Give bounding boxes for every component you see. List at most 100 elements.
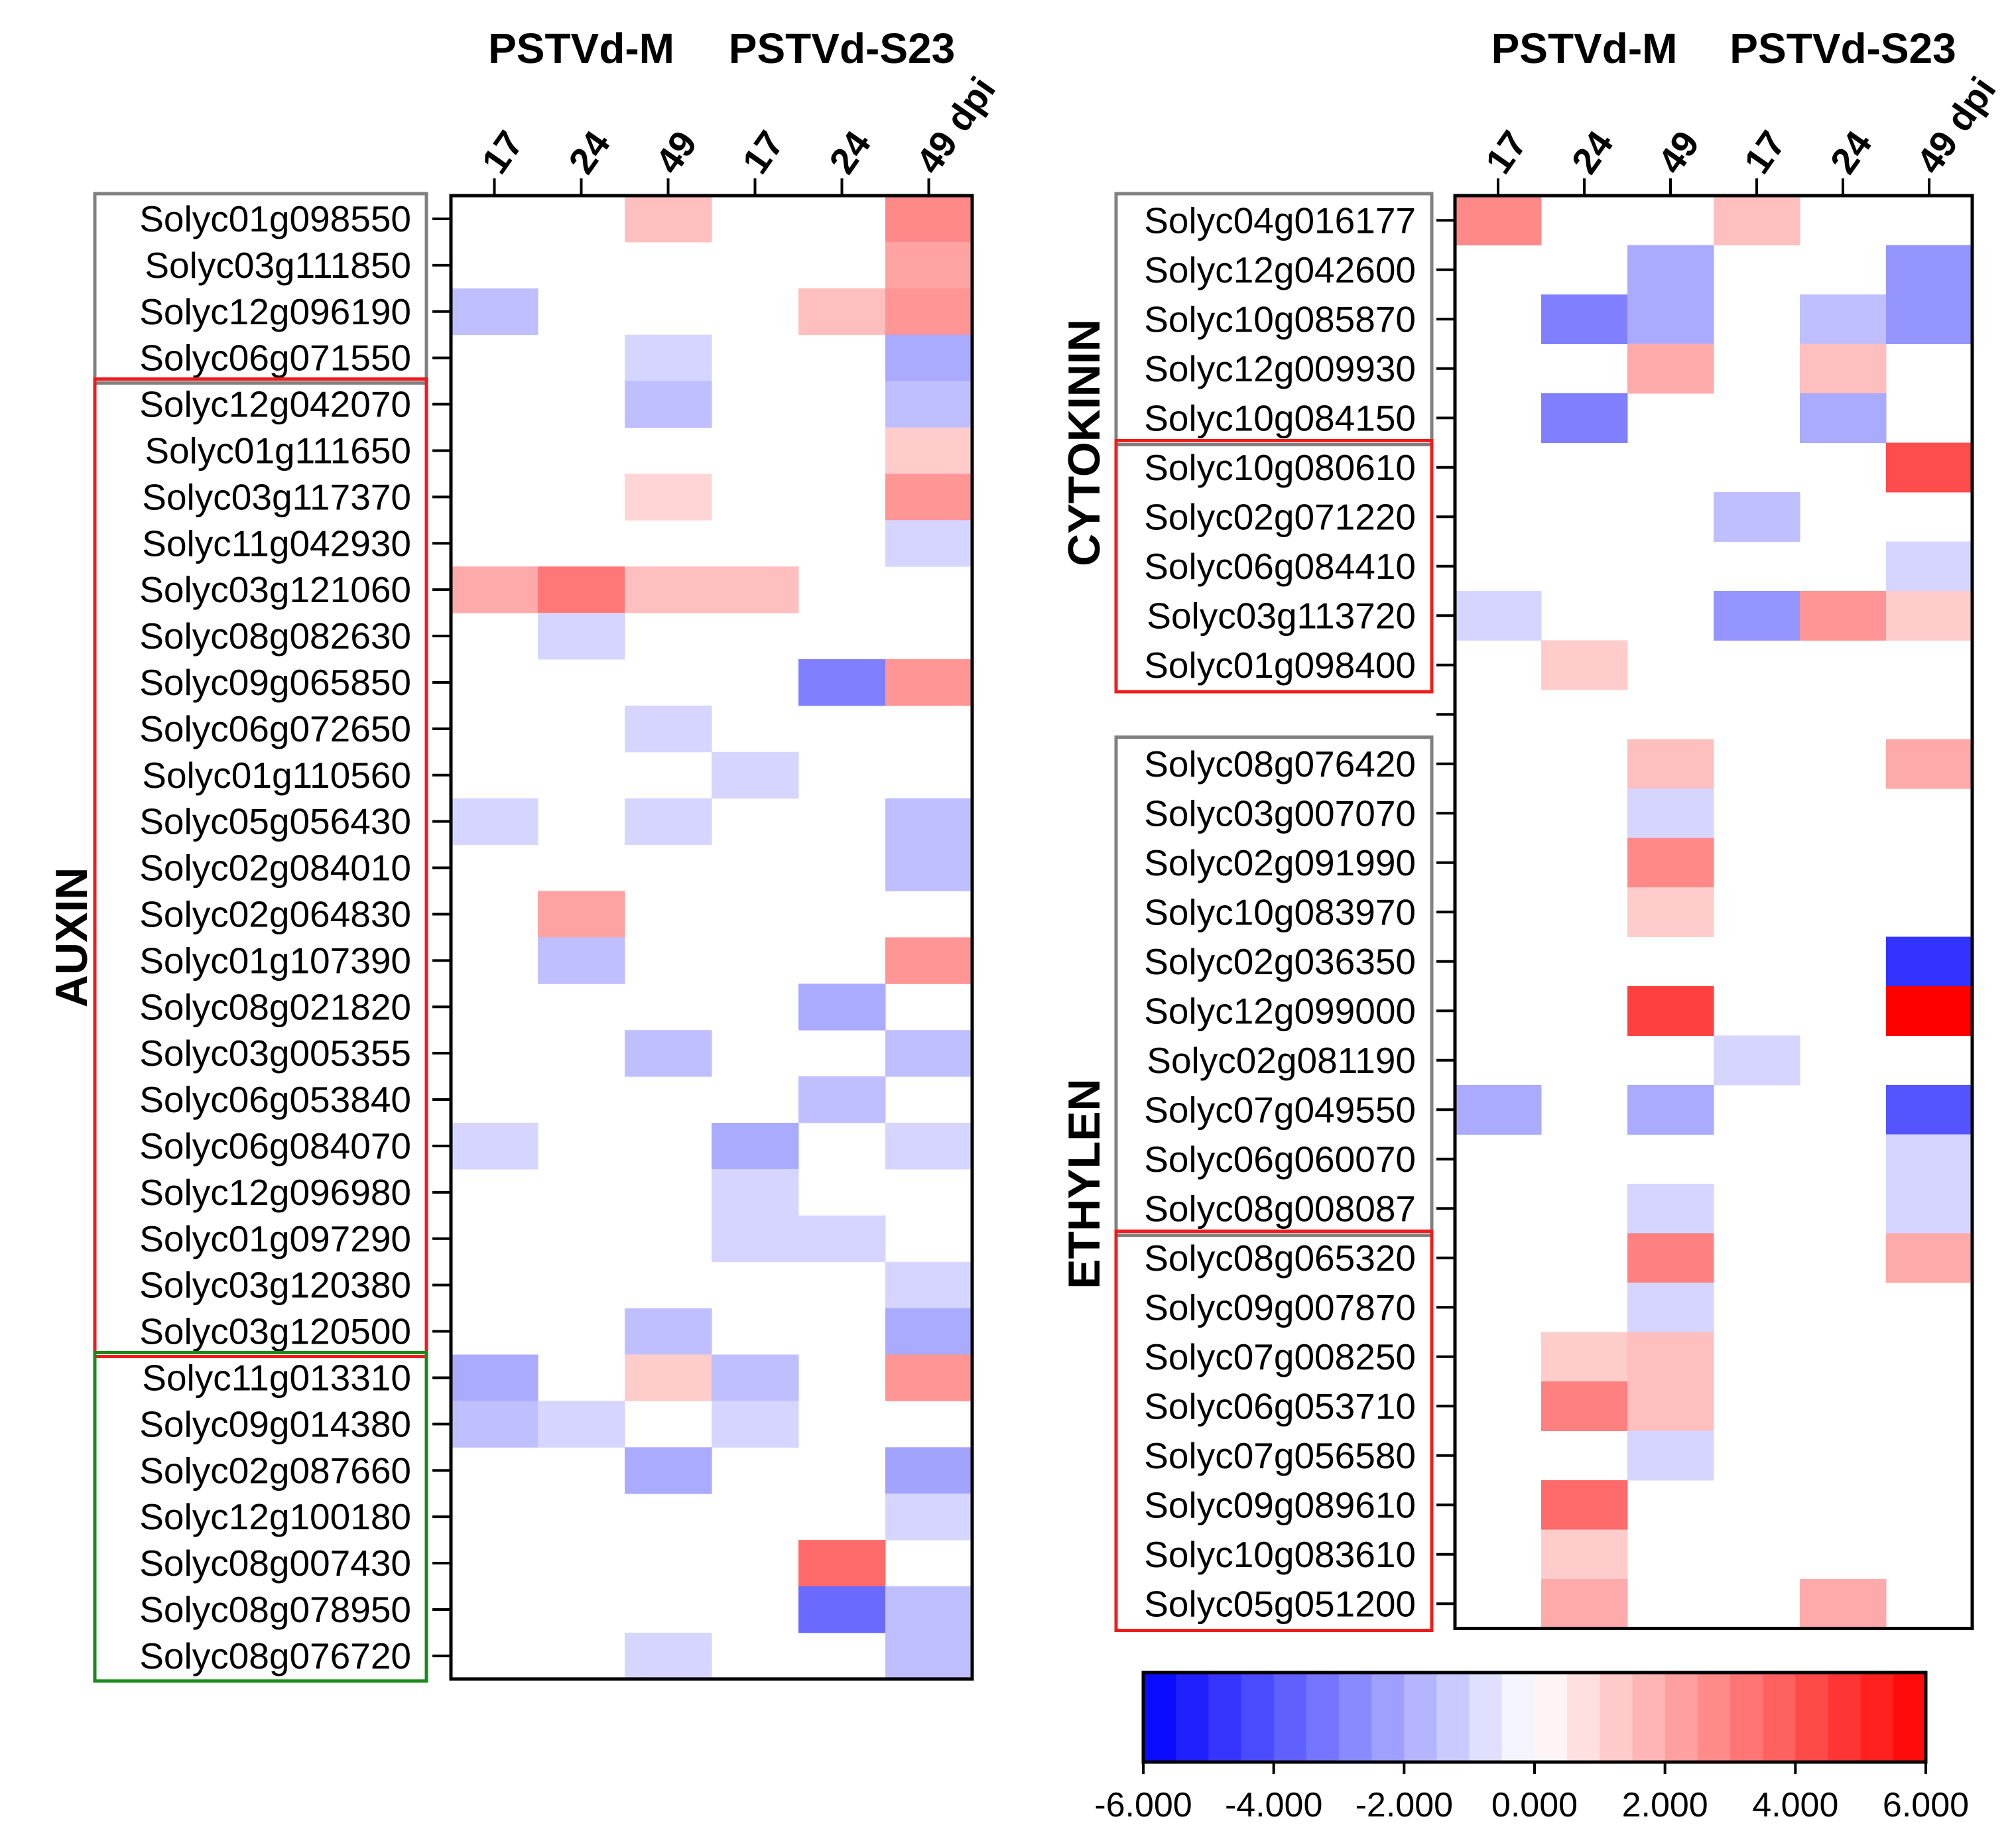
heat-cell [1627,344,1714,394]
heat-cell [538,613,625,660]
colorbar-tick-label: 4.000 [1752,1786,1838,1824]
gene-label: Solyc01g107390 [139,940,411,981]
gene-label: Solyc08g076420 [1144,743,1416,785]
heat-cell [885,1493,973,1541]
gene-label: Solyc08g007430 [139,1543,411,1584]
colorbar-segment [1632,1673,1666,1762]
heat-cell [625,798,712,846]
colorbar-segment [1371,1673,1405,1762]
gene-label: Solyc12g009930 [1144,348,1416,389]
heat-cell [885,241,973,289]
colorbar-segment [1730,1673,1763,1762]
gene-label: Solyc12g100180 [139,1496,411,1537]
heat-cell [798,1215,886,1263]
gene-label: Solyc08g076720 [139,1635,411,1677]
heat-cell [885,1261,973,1309]
gene-label: Solyc07g056580 [1144,1435,1416,1476]
heat-cell [1541,1332,1628,1382]
gene-label: Solyc03g120380 [139,1265,411,1306]
heat-cell [885,1030,973,1077]
heat-cell [1714,591,1800,641]
heat-cell [1886,294,1973,344]
gene-group-box-gray [93,192,428,385]
heatmap-frame [449,194,974,1681]
heat-cell [885,288,973,336]
heat-cell [712,1123,799,1170]
heat-cell [1886,1233,1973,1283]
colorbar-segment [1208,1673,1241,1762]
heat-cell [1541,1579,1628,1629]
heat-cell [1627,1430,1714,1481]
heat-cell [1886,591,1973,641]
heat-cell [625,1354,712,1401]
heat-cell [1627,739,1714,789]
heat-cell [538,1401,625,1448]
heat-cell [625,1632,712,1680]
gene-label: Solyc06g084070 [139,1125,411,1167]
gene-label: Solyc01g097290 [139,1218,411,1259]
heat-cell [798,659,886,706]
cytokinin-ethylen-heatmap-panel: Solyc04g016177 Solyc12g042600 Solyc10g0858… [1059,25,2004,1632]
heat-cell [712,751,799,799]
heat-cell [451,1123,538,1170]
gene-label: Solyc06g072650 [139,708,411,749]
gene-label: Solyc10g080610 [1144,447,1416,488]
gene-label: Solyc12g096190 [139,291,411,332]
gene-label: Solyc01g110560 [142,755,411,796]
column-label: 17 [734,123,792,181]
gene-label: Solyc09g065850 [139,662,411,703]
heat-cell [625,1308,712,1355]
heat-cell [712,1354,799,1401]
heat-cell [1886,1184,1973,1234]
heat-cell [885,844,973,891]
heat-cell [885,1632,973,1680]
gene-label: Solyc03g117370 [142,476,411,517]
heat-cell [1541,640,1628,690]
heat-cell [885,334,973,382]
gene-label: Solyc08g008087 [1144,1188,1416,1229]
heat-cell [885,427,973,474]
heat-cell [538,937,625,984]
heat-cell [625,334,712,382]
colorbar-tick-label: -2.000 [1355,1786,1453,1824]
heat-cell [1886,1134,1973,1184]
gene-label: Solyc10g085870 [1144,298,1416,340]
gene-label: Solyc06g053710 [1144,1385,1416,1427]
colorbar-segment [1273,1673,1307,1762]
gene-group-box-gray [1114,735,1434,1237]
heat-cell [1627,294,1714,344]
gene-label: Solyc10g083970 [1144,891,1416,932]
gene-label: Solyc06g084410 [1144,546,1416,587]
heat-cell [798,1586,886,1633]
heat-cell [1800,1579,1887,1629]
heat-cell [885,798,973,846]
gene-label: Solyc11g042930 [142,523,411,564]
category-label-auxin: AUXIN [46,867,97,1008]
heat-cell [1800,591,1887,641]
heat-cell [885,520,973,567]
colorbar-segment [1143,1673,1176,1762]
heat-cell [885,937,973,984]
gene-label: Solyc02g064830 [139,893,411,934]
gene-label: Solyc01g098400 [1144,645,1416,686]
colorbar-tick-label: -6.000 [1094,1786,1192,1824]
heat-cell [1541,1381,1628,1431]
gene-label: Solyc12g099000 [1144,990,1416,1031]
heat-cell [451,1401,538,1448]
heat-cell [625,474,712,521]
heat-cell [885,381,973,428]
heat-cell [625,381,712,428]
gene-label: Solyc02g084010 [139,848,411,889]
gene-label: Solyc06g053840 [139,1079,411,1120]
heat-cell [1627,838,1714,888]
column-label: 24 [1822,123,1879,181]
gene-label: Solyc03g120500 [139,1311,411,1352]
heat-cell [1627,1184,1714,1234]
colorbar-segment [1600,1673,1633,1762]
heat-cell [1627,1085,1714,1135]
heat-cell [885,1308,973,1355]
gene-group-box-red [1114,1230,1434,1632]
heat-cell [885,474,973,521]
heat-cell [1627,887,1714,937]
